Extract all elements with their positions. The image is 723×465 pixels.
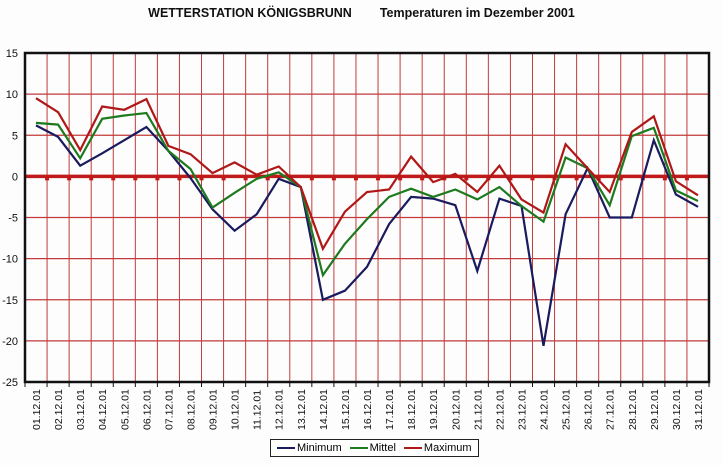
x-tick-label: 15.12.01: [340, 389, 352, 430]
zero-line-marker: [331, 175, 336, 181]
x-tick-label: 14.12.01: [318, 389, 330, 430]
zero-line-marker: [464, 175, 469, 181]
x-tick-label: 30.12.01: [671, 389, 683, 430]
series-lines: [35, 97, 699, 346]
x-tick-label: 13.12.01: [296, 389, 308, 430]
x-tick-label: 09.12.01: [208, 389, 220, 430]
plot-frame: [23, 51, 711, 384]
x-tick-label: 29.12.01: [649, 389, 661, 430]
zero-line-marker: [177, 175, 182, 181]
x-tick-label: 04.12.01: [97, 389, 109, 430]
x-tick-label: 07.12.01: [163, 389, 175, 430]
zero-line-marker: [89, 175, 94, 181]
zero-line-marker: [596, 175, 601, 181]
zero-line-marker: [221, 175, 226, 181]
x-tick-label: 31.12.01: [693, 389, 705, 430]
zero-line-marker: [353, 175, 358, 181]
legend-swatch-minimum: [277, 447, 295, 449]
zero-line-marker: [67, 175, 72, 181]
zero-line-marker: [398, 175, 403, 181]
x-tick-label: 18.12.01: [406, 389, 418, 430]
x-tick-label: 01.12.01: [31, 389, 43, 430]
x-axis: 01.12.01 02.12.01 03.12.01 04.12.01 05.12.01…: [24, 382, 710, 430]
x-tick-label: 20.12.01: [450, 389, 462, 430]
x-tick-label: 28.12.01: [627, 389, 639, 430]
x-tick-label: 23.12.01: [516, 389, 528, 430]
zero-line-marker: [199, 175, 204, 181]
x-tick-label: 22.12.01: [494, 389, 506, 430]
x-tick-label: 02.12.01: [53, 389, 65, 430]
zero-line-marker: [265, 175, 270, 181]
y-tick-label: 0: [12, 171, 18, 183]
legend-label-mittel: Mittel: [369, 442, 396, 454]
y-tick-label: -10: [2, 254, 18, 266]
legend: Minimum Mittel Maximum: [270, 439, 479, 457]
x-tick-label: 17.12.01: [384, 389, 396, 430]
x-tick-label: 12.12.01: [274, 389, 286, 430]
y-tick-label: 15: [6, 48, 18, 60]
zero-line-marker: [618, 175, 623, 181]
zero-line-marker: [530, 175, 535, 181]
y-tick-label: 10: [6, 89, 18, 101]
zero-line-marker: [376, 175, 381, 181]
legend-label-maximum: Maximum: [423, 442, 472, 454]
x-tick-label: 16.12.01: [362, 389, 374, 430]
x-tick-label: 21.12.01: [472, 389, 484, 430]
grid: [25, 53, 709, 382]
y-tick-label: -25: [2, 377, 18, 389]
y-tick-label: -5: [8, 213, 18, 225]
zero-line-marker: [133, 175, 138, 181]
y-tick-label: -20: [2, 336, 18, 348]
y-tick-label: -15: [2, 295, 18, 307]
title-subtitle: Temperaturen im Dezember 2001: [379, 6, 575, 20]
zero-line-marker: [155, 175, 160, 181]
legend-swatch-mittel: [349, 447, 368, 449]
title-station: WETTERSTATION KÖNIGSBRUNN: [148, 6, 352, 20]
series-line-maximum: [35, 97, 699, 252]
x-tick-label: 26.12.01: [583, 389, 595, 430]
legend-item-maximum: Maximum: [403, 442, 472, 454]
zero-line-marker: [574, 175, 579, 181]
x-tick-label: 08.12.01: [185, 389, 197, 430]
zero-line-marker: [243, 175, 248, 181]
x-tick-label: 19.12.01: [428, 389, 440, 430]
legend-swatch-maximum: [403, 447, 422, 449]
x-tick-label: 05.12.01: [119, 389, 131, 430]
zero-line-marker: [508, 175, 513, 181]
x-tick-label: 10.12.01: [230, 389, 242, 430]
zero-line-marker: [111, 175, 116, 181]
zero-line-marker: [45, 175, 50, 181]
x-tick-label: 25.12.01: [561, 389, 573, 430]
x-tick-label: 27.12.01: [605, 389, 617, 430]
legend-item-minimum: Minimum: [277, 442, 342, 454]
x-tick-label: 03.12.01: [75, 389, 87, 430]
legend-label-minimum: Minimum: [297, 442, 342, 454]
x-tick-label: 24.12.01: [539, 389, 551, 430]
x-tick-label: 06.12.01: [141, 389, 153, 430]
zero-line-marker: [420, 175, 425, 181]
zero-line-marker: [662, 175, 667, 181]
y-axis: 15 10 5 0 -5 -10 -15 -20 -25: [2, 48, 18, 389]
y-tick-label: 5: [12, 130, 18, 142]
x-tick-label: 11.12.01: [252, 390, 264, 430]
legend-item-mittel: Mittel: [349, 442, 396, 454]
chart-title: WETTERSTATION KÖNIGSBRUNN Temperaturen im…: [0, 6, 723, 20]
zero-line-marker: [309, 175, 314, 181]
zero-line-marker: [684, 175, 689, 181]
